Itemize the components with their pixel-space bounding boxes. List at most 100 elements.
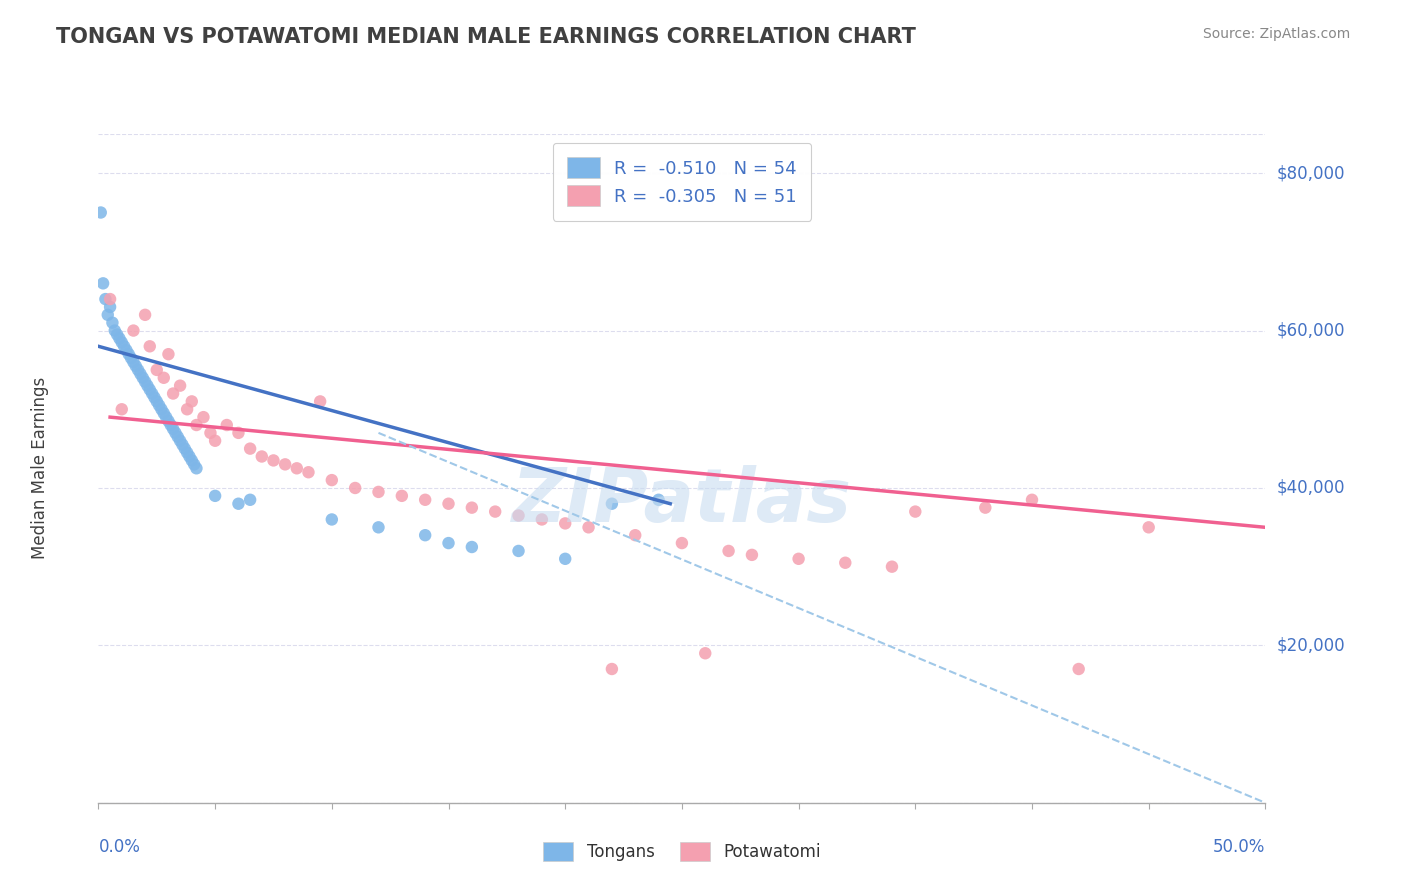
Point — [321, 473, 343, 487]
Point — [98, 292, 121, 306]
Text: $80,000: $80,000 — [1277, 164, 1346, 182]
Point — [228, 425, 250, 440]
Legend: Tongans, Potawatomi: Tongans, Potawatomi — [530, 829, 834, 875]
Point — [204, 434, 226, 448]
Point — [367, 520, 389, 534]
Point — [204, 489, 226, 503]
Point — [159, 417, 181, 432]
Point — [600, 662, 623, 676]
Point — [180, 453, 202, 467]
Point — [413, 528, 436, 542]
Point — [321, 512, 343, 526]
Point — [101, 316, 124, 330]
Point — [215, 417, 238, 432]
Point — [437, 497, 460, 511]
Point — [274, 458, 297, 472]
Point — [127, 363, 149, 377]
Point — [578, 520, 600, 534]
Point — [285, 461, 308, 475]
Point — [134, 308, 156, 322]
Point — [152, 406, 174, 420]
Point — [484, 505, 506, 519]
Point — [94, 292, 117, 306]
Point — [413, 492, 436, 507]
Point — [508, 508, 530, 523]
Point — [157, 347, 180, 361]
Point — [118, 347, 141, 361]
Point — [180, 394, 202, 409]
Point — [105, 327, 128, 342]
Point — [172, 438, 194, 452]
Point — [183, 458, 205, 472]
Point — [262, 453, 284, 467]
Point — [787, 551, 810, 566]
Point — [134, 375, 156, 389]
Point — [239, 442, 262, 456]
Point — [461, 500, 484, 515]
Point — [120, 351, 142, 365]
Point — [129, 367, 152, 381]
Point — [904, 505, 927, 519]
Point — [157, 414, 180, 428]
Point — [169, 378, 191, 392]
Point — [141, 386, 163, 401]
Point — [239, 492, 262, 507]
Text: Source: ZipAtlas.com: Source: ZipAtlas.com — [1202, 27, 1350, 41]
Point — [166, 430, 188, 444]
Point — [176, 402, 198, 417]
Text: ZIPatlas: ZIPatlas — [512, 466, 852, 538]
Point — [200, 425, 222, 440]
Text: Median Male Earnings: Median Male Earnings — [31, 377, 49, 559]
Point — [880, 559, 903, 574]
Point — [97, 308, 120, 322]
Point — [139, 383, 162, 397]
Point — [179, 450, 201, 464]
Point — [600, 497, 623, 511]
Text: $20,000: $20,000 — [1277, 636, 1346, 655]
Point — [155, 410, 177, 425]
Point — [146, 363, 169, 377]
Point — [186, 461, 208, 475]
Point — [193, 410, 215, 425]
Point — [461, 540, 484, 554]
Point — [125, 359, 148, 373]
Text: 0.0%: 0.0% — [98, 838, 141, 855]
Point — [104, 324, 127, 338]
Point — [344, 481, 367, 495]
Point — [146, 394, 169, 409]
Point — [717, 544, 740, 558]
Point — [1067, 662, 1090, 676]
Point — [391, 489, 413, 503]
Point — [508, 544, 530, 558]
Point — [169, 434, 191, 448]
Point — [111, 402, 134, 417]
Point — [834, 556, 856, 570]
Text: $40,000: $40,000 — [1277, 479, 1346, 497]
Point — [554, 516, 576, 531]
Point — [974, 500, 997, 515]
Point — [671, 536, 693, 550]
Point — [1021, 492, 1043, 507]
Point — [173, 442, 195, 456]
Point — [309, 394, 332, 409]
Point — [98, 300, 121, 314]
Point — [162, 386, 184, 401]
Point — [111, 335, 134, 350]
Text: $60,000: $60,000 — [1277, 321, 1346, 340]
Point — [162, 422, 184, 436]
Point — [695, 646, 717, 660]
Point — [741, 548, 763, 562]
Point — [186, 417, 208, 432]
Point — [624, 528, 647, 542]
Point — [250, 450, 273, 464]
Point — [139, 339, 162, 353]
Point — [152, 371, 174, 385]
Point — [554, 551, 576, 566]
Point — [647, 492, 669, 507]
Point — [91, 277, 114, 291]
Point — [148, 398, 170, 412]
Point — [143, 391, 166, 405]
Point — [132, 371, 155, 385]
Point — [176, 445, 198, 459]
Point — [165, 425, 187, 440]
